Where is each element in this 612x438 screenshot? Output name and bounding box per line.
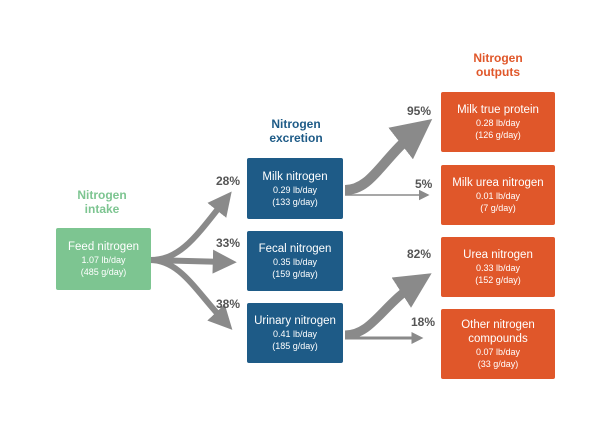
milk-nitrogen-box: Milk nitrogen 0.29 lb/day (133 g/day) <box>247 158 343 219</box>
milk-true-protein-percent: 95% <box>407 104 432 118</box>
urea-nitrogen-percent: 82% <box>407 247 432 261</box>
other-nitrogen-compounds-g: (33 g/day) <box>477 359 519 369</box>
urinary-nitrogen-box: Urinary nitrogen 0.41 lb/day (185 g/day) <box>247 303 343 363</box>
urea-nitrogen-g: (152 g/day) <box>475 275 521 285</box>
urinary-nitrogen-percent: 38% <box>216 297 241 311</box>
fecal-nitrogen-box: Fecal nitrogen 0.35 lb/day (159 g/day) <box>247 231 343 291</box>
intake-heading: Nitrogen intake <box>77 188 127 216</box>
fecal-nitrogen-g: (159 g/day) <box>272 269 318 279</box>
fecal-nitrogen-title: Fecal nitrogen <box>258 243 332 255</box>
urinary-nitrogen-lb: 0.41 lb/day <box>272 329 318 339</box>
fecal-nitrogen-lb: 0.35 lb/day <box>272 257 318 267</box>
milk-urea-nitrogen-box: Milk urea nitrogen 0.01 lb/day (7 g/day) <box>441 165 555 225</box>
other-nitrogen-compounds-title: Other nitrogen compounds <box>461 319 535 345</box>
urea-nitrogen-lb: 0.33 lb/day <box>475 263 521 273</box>
milk-nitrogen-title: Milk nitrogen <box>262 170 328 183</box>
milk-true-protein-lb: 0.28 lb/day <box>475 118 521 128</box>
urinary-nitrogen-title: Urinary nitrogen <box>254 315 336 327</box>
milk-true-protein-box: Milk true protein 0.28 lb/day (126 g/day… <box>441 92 555 152</box>
milk-urea-nitrogen-g: (7 g/day) <box>480 203 516 213</box>
outputs-heading: Nitrogen outputs <box>473 51 523 79</box>
feed-nitrogen-title: Feed nitrogen <box>68 241 139 253</box>
other-nitrogen-compounds-lb: 0.07 lb/day <box>475 347 521 357</box>
arrow-feed-to-milk-nitrogen <box>149 191 232 263</box>
milk-true-protein-title: Milk true protein <box>457 104 539 116</box>
milk-urea-nitrogen-title: Milk urea nitrogen <box>452 177 544 189</box>
milk-urea-nitrogen-percent: 5% <box>415 177 433 191</box>
excretion-heading: Nitrogen excretion <box>269 117 323 145</box>
other-nitrogen-compounds-box: Other nitrogen compounds 0.07 lb/day (33… <box>441 309 555 379</box>
other-nitrogen-compounds-percent: 18% <box>411 315 436 329</box>
urea-nitrogen-title: Urea nitrogen <box>463 249 533 261</box>
milk-urea-nitrogen-lb: 0.01 lb/day <box>475 191 521 201</box>
arrow-milk-to-true-protein <box>344 118 433 195</box>
milk-nitrogen-g: (133 g/day) <box>272 196 318 207</box>
urea-nitrogen-box: Urea nitrogen 0.33 lb/day (152 g/day) <box>441 237 555 297</box>
arrow-feed-to-urinary-nitrogen <box>149 257 233 330</box>
feed-nitrogen-box: Feed nitrogen 1.07 lb/day (485 g/day) <box>56 228 151 290</box>
arrow-urinary-to-urea-nitrogen <box>344 273 432 340</box>
milk-true-protein-g: (126 g/day) <box>475 130 521 140</box>
fecal-nitrogen-percent: 33% <box>216 236 241 250</box>
urinary-nitrogen-g: (185 g/day) <box>272 341 318 351</box>
feed-nitrogen-lb: 1.07 lb/day <box>81 255 126 265</box>
feed-nitrogen-g: (485 g/day) <box>80 267 127 277</box>
milk-nitrogen-lb: 0.29 lb/day <box>272 184 318 195</box>
milk-nitrogen-percent: 28% <box>216 174 241 188</box>
